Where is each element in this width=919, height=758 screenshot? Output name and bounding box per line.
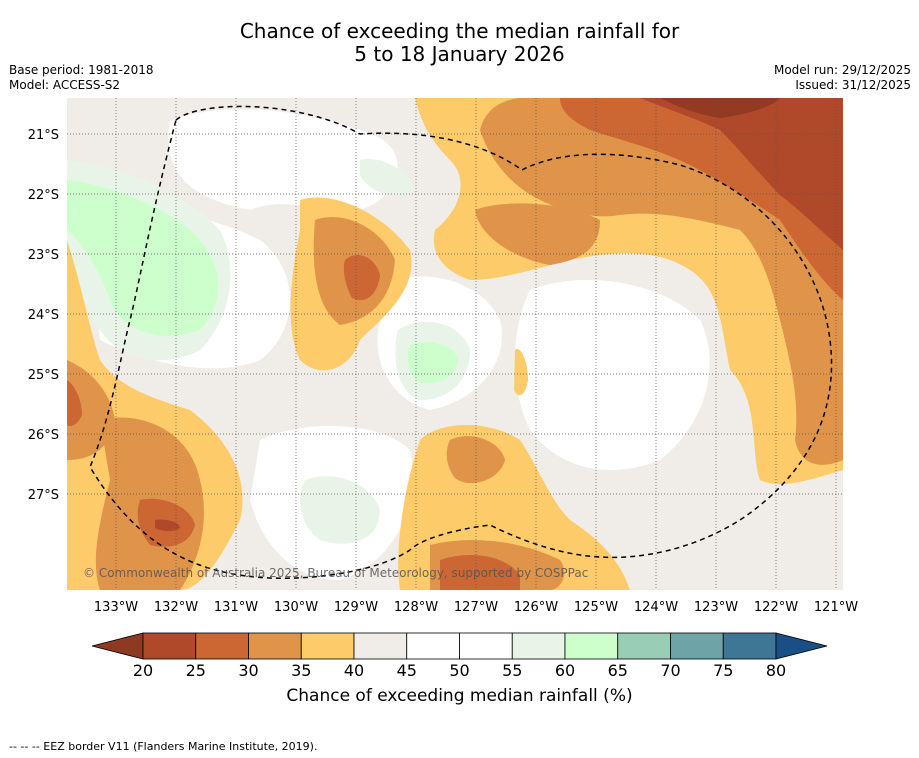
map-title-line-1: Chance of exceeding the median rainfall … (239, 19, 680, 43)
lon-label: 131°W (214, 600, 258, 615)
colorbar-tick-label: 70 (660, 661, 680, 680)
area-35-southcentral (446, 436, 505, 484)
base-period: Base period: 1981-2018 (9, 63, 154, 77)
lon-label: 129°W (334, 600, 378, 615)
area-40-spot (514, 349, 528, 396)
lat-label: 21°S (28, 128, 59, 143)
area-50-north (168, 109, 398, 212)
colorbar-tick-label: 75 (713, 661, 733, 680)
eez-border (89, 105, 833, 579)
copyright-text: © Commonwealth of Australia 2025, Bureau… (83, 566, 588, 580)
colorbar-tick-label: 45 (397, 661, 417, 680)
eez-footnote: -- -- -- EEZ border V11 (Flanders Marine… (9, 740, 318, 753)
colorbar-tick-label: 60 (555, 661, 575, 680)
lon-label: 125°W (574, 600, 618, 615)
colorbar-tick-label: 80 (766, 661, 786, 680)
lon-label: 127°W (454, 600, 498, 615)
colorbar-tick-label: 35 (291, 661, 311, 680)
colorbar-tick-label: 65 (608, 661, 628, 680)
lon-label: 128°W (394, 600, 438, 615)
colorbar-segment (617, 632, 671, 660)
area-55-north (360, 159, 415, 195)
colorbar-tick-label: 20 (133, 661, 153, 680)
colorbar-segment (511, 632, 566, 660)
colorbar-tick-label: 50 (449, 661, 469, 680)
lon-label: 126°W (514, 600, 558, 615)
area-25-northeast (640, 98, 843, 250)
colorbar-segment (564, 632, 619, 660)
colorbar-over-arrow (775, 632, 828, 660)
area-60-west (67, 180, 219, 336)
colorbar-segment (406, 632, 460, 660)
meta-right: Model run: 29/12/2025 Issued: 31/12/2025 (774, 63, 911, 93)
latitude-labels: 21°S 22°S 23°S 24°S 25°S 26°S 27°S (28, 128, 59, 503)
lon-label: 121°W (814, 600, 858, 615)
colorbar-segment (248, 632, 302, 660)
colorbar-segment (670, 632, 724, 660)
area-35-east-band (475, 203, 600, 265)
area-50-east (515, 280, 710, 470)
colorbar-segment (300, 632, 355, 660)
lon-label: 130°W (274, 600, 318, 615)
colorbar-under-arrow (91, 632, 144, 660)
colorbar-tick-label: 40 (344, 661, 364, 680)
colorbar: 20 25 30 35 40 45 50 55 60 65 70 75 80 (91, 632, 828, 680)
lat-label: 26°S (28, 428, 59, 443)
colorbar-segment (459, 632, 513, 660)
area-60-centre (407, 342, 458, 384)
map-title-line-2: 5 to 18 January 2026 (354, 42, 565, 66)
area-55-south (300, 476, 380, 544)
meta-left: Base period: 1981-2018 Model: ACCESS-S2 (9, 63, 154, 93)
colorbar-tick-label: 55 (502, 661, 522, 680)
lon-label: 132°W (154, 600, 198, 615)
colorbar-segment (353, 632, 408, 660)
longitude-labels: 133°W 132°W 131°W 130°W 129°W 128°W 127°… (94, 600, 858, 615)
colorbar-segment (722, 632, 777, 660)
colorbar-tick-label: 25 (186, 661, 206, 680)
lat-label: 22°S (28, 188, 59, 203)
lon-label: 124°W (634, 600, 678, 615)
lat-label: 24°S (28, 308, 59, 323)
map-fill (67, 98, 843, 590)
model-name: Model: ACCESS-S2 (9, 78, 121, 92)
gridlines (67, 98, 843, 590)
area-30-west (67, 380, 82, 427)
model-run: Model run: 29/12/2025 (773, 63, 911, 77)
colorbar-segment (195, 632, 249, 660)
area-30-south (440, 555, 520, 590)
lon-label: 123°W (694, 600, 738, 615)
issued-date: Issued: 31/12/2025 (795, 78, 911, 92)
lat-label: 23°S (28, 248, 59, 263)
lon-label: 133°W (94, 600, 138, 615)
lon-label: 122°W (754, 600, 798, 615)
area-20-northeast (660, 98, 780, 118)
lat-label: 27°S (28, 488, 59, 503)
area-30-central (343, 255, 380, 301)
colorbar-tick-label: 30 (238, 661, 258, 680)
colorbar-segment (142, 632, 197, 660)
area-25-southwest (155, 519, 180, 531)
colorbar-label: Chance of exceeding median rainfall (%) (286, 686, 633, 706)
lat-label: 25°S (28, 368, 59, 383)
